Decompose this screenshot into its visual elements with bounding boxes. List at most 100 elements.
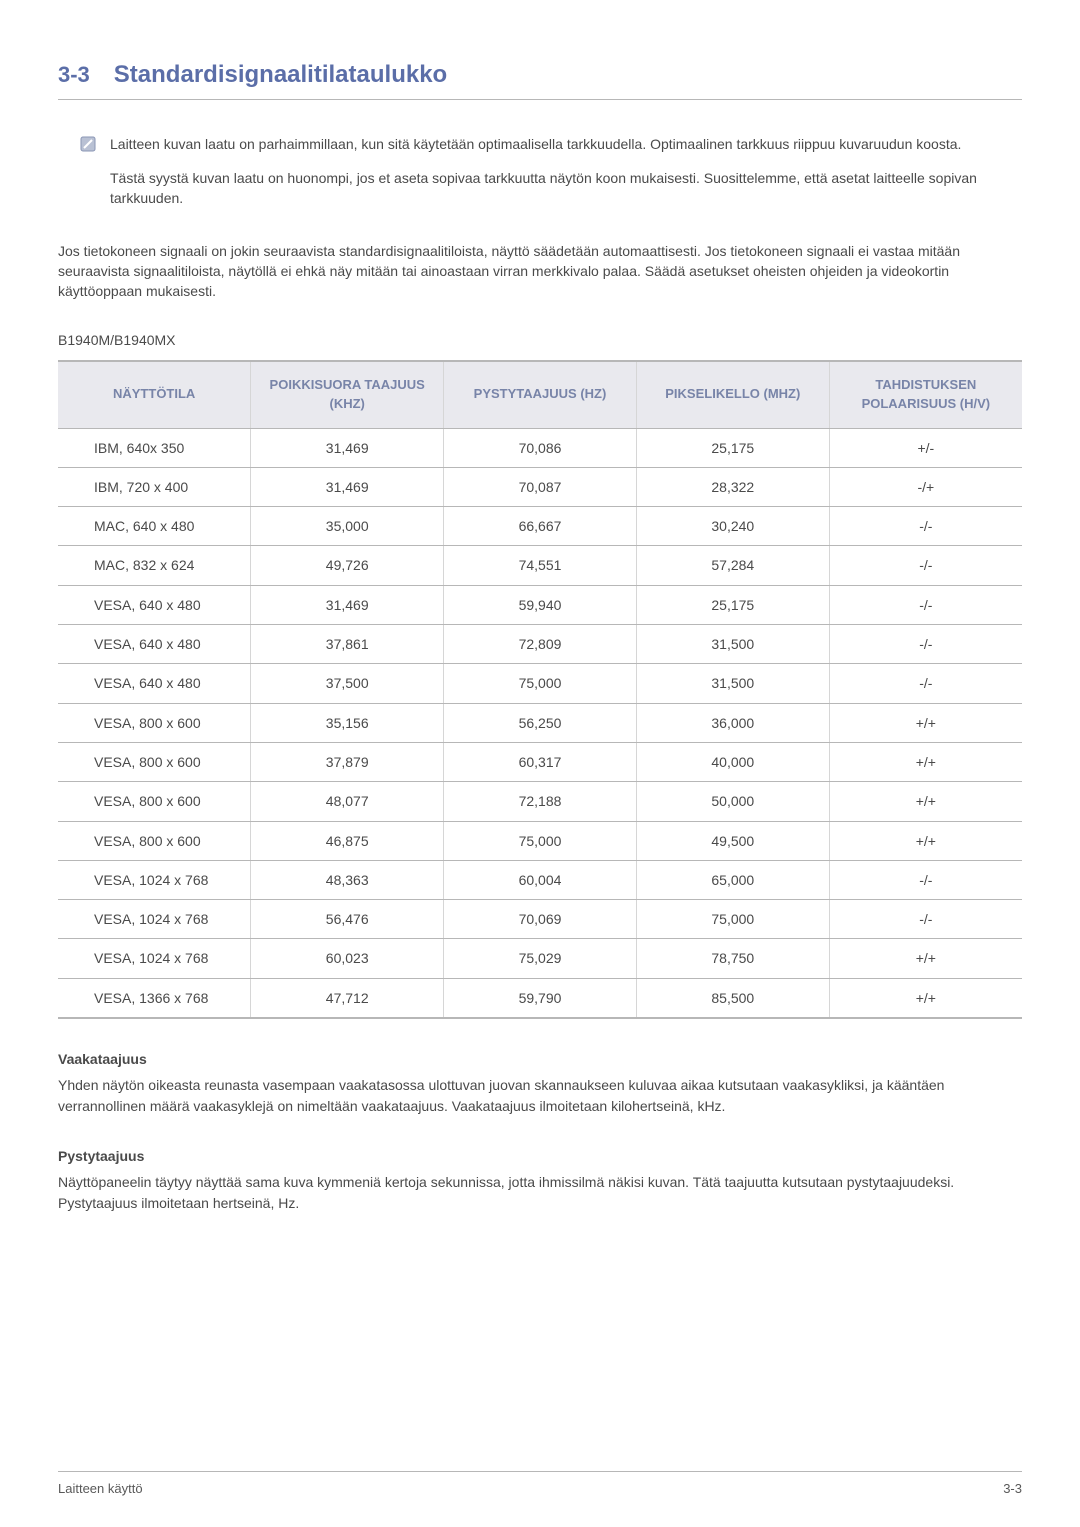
section-heading: 3-3 Standardisignaalitilataulukko (58, 58, 1022, 100)
table-cell: 31,500 (636, 664, 829, 703)
table-row: VESA, 800 x 60037,87960,31740,000+/+ (58, 742, 1022, 781)
table-cell: 75,029 (444, 939, 637, 978)
table-cell: 36,000 (636, 703, 829, 742)
table-cell: 47,712 (251, 978, 444, 1018)
table-cell: 60,004 (444, 860, 637, 899)
table-cell: 59,790 (444, 978, 637, 1018)
table-cell: VESA, 800 x 600 (58, 782, 251, 821)
table-cell: -/- (829, 664, 1022, 703)
table-cell: 28,322 (636, 467, 829, 506)
table-cell: 70,069 (444, 900, 637, 939)
table-header-cell: PYSTYTAAJUUS (HZ) (444, 361, 637, 428)
definition-body-horizontal: Yhden näytön oikeasta reunasta vasempaan… (58, 1075, 1022, 1116)
table-cell: 48,077 (251, 782, 444, 821)
table-row: VESA, 800 x 60048,07772,18850,000+/+ (58, 782, 1022, 821)
table-head: NÄYTTÖTILAPOIKKISUORA TAAJUUS (KHZ)PYSTY… (58, 361, 1022, 428)
footer: Laitteen käyttö 3-3 (58, 1471, 1022, 1499)
table-cell: 65,000 (636, 860, 829, 899)
table-cell: 60,317 (444, 742, 637, 781)
table-cell: 31,500 (636, 625, 829, 664)
table-cell: 31,469 (251, 585, 444, 624)
table-row: IBM, 640x 35031,46970,08625,175+/- (58, 428, 1022, 467)
table-cell: 25,175 (636, 585, 829, 624)
table-cell: +/+ (829, 742, 1022, 781)
table-header-cell: POIKKISUORA TAAJUUS (KHZ) (251, 361, 444, 428)
table-cell: 75,000 (444, 821, 637, 860)
table-cell: +/+ (829, 978, 1022, 1018)
table-cell: -/- (829, 585, 1022, 624)
table-cell: 50,000 (636, 782, 829, 821)
table-cell: 85,500 (636, 978, 829, 1018)
signal-table: NÄYTTÖTILAPOIKKISUORA TAAJUUS (KHZ)PYSTY… (58, 360, 1022, 1019)
table-cell: 72,809 (444, 625, 637, 664)
table-cell: 35,156 (251, 703, 444, 742)
table-row: VESA, 800 x 60046,87575,00049,500+/+ (58, 821, 1022, 860)
table-cell: 57,284 (636, 546, 829, 585)
table-row: VESA, 1366 x 76847,71259,79085,500+/+ (58, 978, 1022, 1018)
footer-left: Laitteen käyttö (58, 1480, 143, 1499)
definition-title-vertical: Pystytaajuus (58, 1146, 1022, 1166)
table-cell: 37,500 (251, 664, 444, 703)
table-cell: 37,861 (251, 625, 444, 664)
table-cell: 59,940 (444, 585, 637, 624)
table-row: IBM, 720 x 40031,46970,08728,322-/+ (58, 467, 1022, 506)
table-row: VESA, 1024 x 76848,36360,00465,000-/- (58, 860, 1022, 899)
table-cell: -/- (829, 507, 1022, 546)
table-cell: 25,175 (636, 428, 829, 467)
table-row: VESA, 1024 x 76860,02375,02978,750+/+ (58, 939, 1022, 978)
footer-right: 3-3 (1003, 1480, 1022, 1499)
table-row: MAC, 832 x 62449,72674,55157,284-/- (58, 546, 1022, 585)
note-paragraph-2: Tästä syystä kuvan laatu on huonompi, jo… (110, 168, 1022, 209)
note-icon (80, 136, 96, 223)
table-cell: 49,500 (636, 821, 829, 860)
note-paragraph-1: Laitteen kuvan laatu on parhaimmillaan, … (110, 134, 1022, 154)
definition-body-vertical: Näyttöpaneelin täytyy näyttää sama kuva … (58, 1172, 1022, 1213)
table-cell: -/- (829, 860, 1022, 899)
table-cell: +/+ (829, 821, 1022, 860)
table-cell: VESA, 800 x 600 (58, 703, 251, 742)
table-cell: 70,086 (444, 428, 637, 467)
table-cell: 35,000 (251, 507, 444, 546)
section-title: Standardisignaalitilataulukko (114, 58, 447, 93)
table-cell: +/+ (829, 939, 1022, 978)
table-cell: 49,726 (251, 546, 444, 585)
table-cell: VESA, 1366 x 768 (58, 978, 251, 1018)
table-cell: -/- (829, 625, 1022, 664)
table-cell: VESA, 800 x 600 (58, 821, 251, 860)
table-cell: 56,476 (251, 900, 444, 939)
table-header-cell: PIKSELIKELLO (MHZ) (636, 361, 829, 428)
table-cell: 31,469 (251, 467, 444, 506)
table-row: MAC, 640 x 48035,00066,66730,240-/- (58, 507, 1022, 546)
table-cell: VESA, 640 x 480 (58, 625, 251, 664)
table-cell: 40,000 (636, 742, 829, 781)
table-cell: 60,023 (251, 939, 444, 978)
table-cell: MAC, 832 x 624 (58, 546, 251, 585)
table-cell: +/+ (829, 703, 1022, 742)
section-number: 3-3 (58, 59, 90, 91)
table-cell: -/+ (829, 467, 1022, 506)
table-cell: 75,000 (444, 664, 637, 703)
table-cell: 48,363 (251, 860, 444, 899)
table-cell: VESA, 1024 x 768 (58, 900, 251, 939)
table-row: VESA, 640 x 48031,46959,94025,175-/- (58, 585, 1022, 624)
table-cell: 30,240 (636, 507, 829, 546)
table-cell: VESA, 640 x 480 (58, 585, 251, 624)
definition-title-horizontal: Vaakataajuus (58, 1049, 1022, 1069)
table-cell: VESA, 1024 x 768 (58, 860, 251, 899)
table-cell: VESA, 640 x 480 (58, 664, 251, 703)
table-row: VESA, 640 x 48037,50075,00031,500-/- (58, 664, 1022, 703)
note-text: Laitteen kuvan laatu on parhaimmillaan, … (110, 134, 1022, 223)
table-cell: VESA, 1024 x 768 (58, 939, 251, 978)
note-block: Laitteen kuvan laatu on parhaimmillaan, … (80, 134, 1022, 223)
table-row: VESA, 1024 x 76856,47670,06975,000-/- (58, 900, 1022, 939)
table-cell: IBM, 720 x 400 (58, 467, 251, 506)
table-cell: -/- (829, 546, 1022, 585)
table-cell: 70,087 (444, 467, 637, 506)
table-row: VESA, 640 x 48037,86172,80931,500-/- (58, 625, 1022, 664)
table-cell: 66,667 (444, 507, 637, 546)
table-cell: VESA, 800 x 600 (58, 742, 251, 781)
table-header-cell: TAHDISTUKSEN POLAARISUUS (H/V) (829, 361, 1022, 428)
table-header-cell: NÄYTTÖTILA (58, 361, 251, 428)
table-cell: +/- (829, 428, 1022, 467)
table-cell: IBM, 640x 350 (58, 428, 251, 467)
